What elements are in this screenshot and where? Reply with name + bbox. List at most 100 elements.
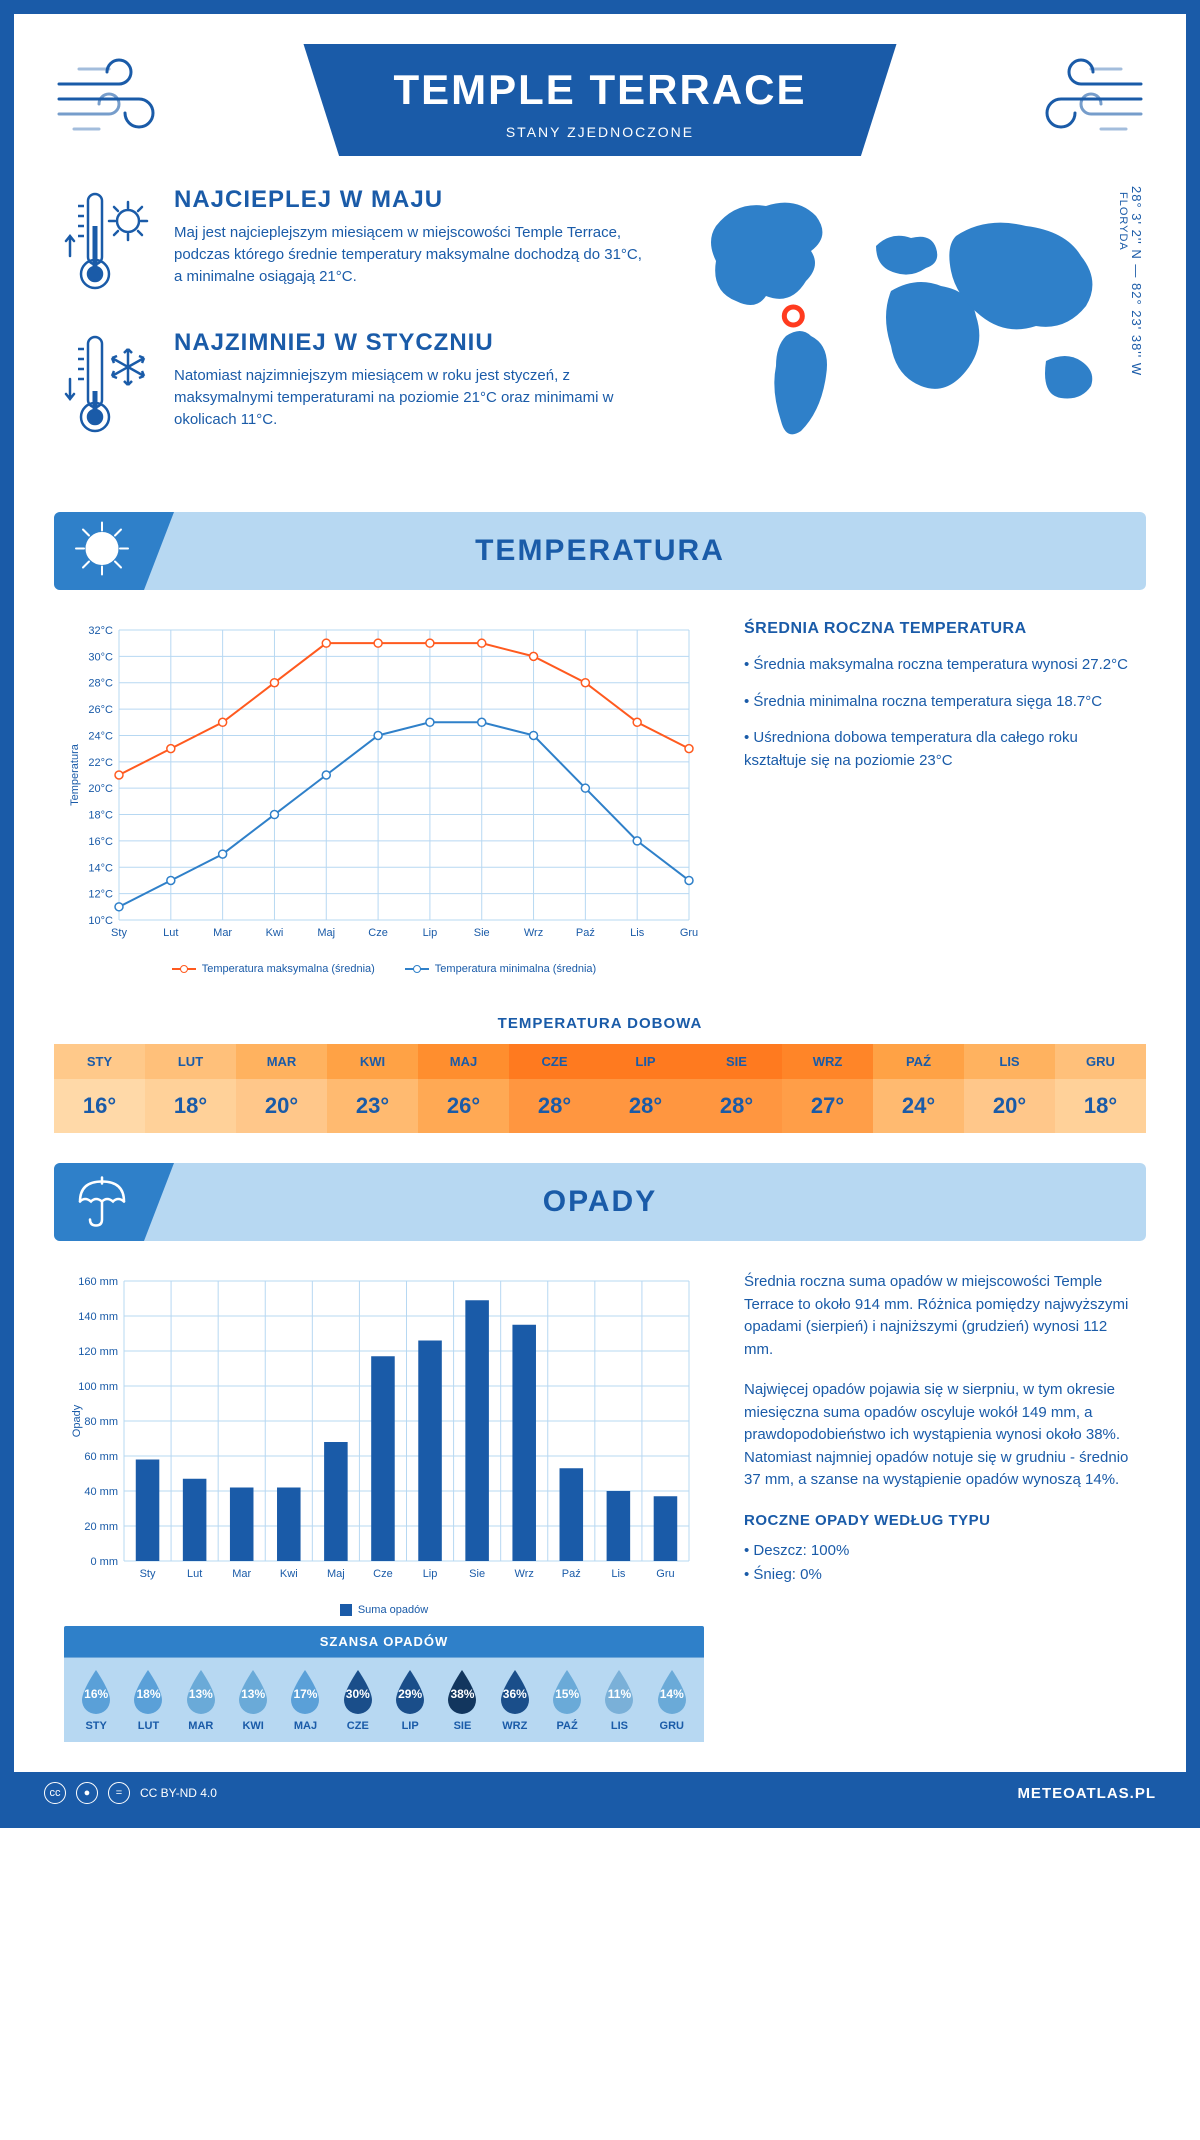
- chance-month: LIS: [593, 1720, 645, 1732]
- daily-col: LIP 28°: [600, 1044, 691, 1133]
- temp-bullet: • Uśredniona dobowa temperatura dla całe…: [744, 727, 1136, 772]
- temp-bullet: • Średnia maksymalna roczna temperatura …: [744, 654, 1136, 677]
- svg-text:80 mm: 80 mm: [84, 1416, 118, 1428]
- svg-text:32°C: 32°C: [88, 625, 113, 637]
- svg-text:12°C: 12°C: [88, 889, 113, 901]
- svg-text:Cze: Cze: [373, 1568, 393, 1580]
- precip-text-2: Najwięcej opadów pojawia się w sierpniu,…: [744, 1379, 1136, 1492]
- daily-col: STY 16°: [54, 1044, 145, 1133]
- daily-col: WRZ 27°: [782, 1044, 873, 1133]
- precip-type: • Śnieg: 0%: [744, 1563, 1136, 1587]
- drop-icon: 29%: [390, 1668, 430, 1716]
- daily-value: 28°: [691, 1079, 782, 1133]
- wind-icon-left: [54, 44, 194, 144]
- svg-text:Gru: Gru: [680, 927, 698, 939]
- chance-value: 16%: [84, 1687, 108, 1701]
- daily-value: 26°: [418, 1079, 509, 1133]
- temperature-title: TEMPERATURA: [54, 534, 1146, 568]
- chance-cell: 18% LUT: [122, 1668, 174, 1732]
- svg-text:60 mm: 60 mm: [84, 1451, 118, 1463]
- chance-cell: 29% LIP: [384, 1668, 436, 1732]
- drop-icon: 30%: [338, 1668, 378, 1716]
- precip-legend-label: Suma opadów: [358, 1604, 428, 1616]
- daily-month: MAR: [236, 1044, 327, 1079]
- coordinates: 28° 3' 2'' N — 82° 23' 38'' W FLORYDA: [1117, 186, 1144, 376]
- chance-month: MAJ: [279, 1720, 331, 1732]
- daily-col: KWI 23°: [327, 1044, 418, 1133]
- svg-text:20°C: 20°C: [88, 783, 113, 795]
- hottest-heading: NAJCIEPLEJ W MAJU: [174, 186, 646, 214]
- chance-value: 18%: [136, 1687, 160, 1701]
- chance-value: 38%: [450, 1687, 474, 1701]
- precip-summary: Średnia roczna suma opadów w miejscowośc…: [744, 1271, 1136, 1742]
- page-subtitle: STANY ZJEDNOCZONE: [393, 124, 806, 140]
- svg-text:Lip: Lip: [423, 1568, 438, 1580]
- daily-col: MAJ 26°: [418, 1044, 509, 1133]
- chance-cell: 38% SIE: [436, 1668, 488, 1732]
- daily-value: 16°: [54, 1079, 145, 1133]
- chance-cell: 30% CZE: [332, 1668, 384, 1732]
- chance-month: CZE: [332, 1720, 384, 1732]
- coldest-fact: NAJZIMNIEJ W STYCZNIU Natomiast najzimni…: [64, 329, 646, 444]
- daily-col: PAŹ 24°: [873, 1044, 964, 1133]
- daily-month: CZE: [509, 1044, 600, 1079]
- daily-month: SIE: [691, 1044, 782, 1079]
- svg-text:Sty: Sty: [111, 927, 127, 939]
- chance-value: 11%: [608, 1687, 631, 1701]
- svg-text:140 mm: 140 mm: [78, 1311, 118, 1323]
- daily-col: LIS 20°: [964, 1044, 1055, 1133]
- drop-icon: 18%: [128, 1668, 168, 1716]
- svg-text:Paź: Paź: [576, 927, 595, 939]
- title-banner: TEMPLE TERRACE STANY ZJEDNOCZONE: [303, 44, 896, 156]
- chance-cell: 11% LIS: [593, 1668, 645, 1732]
- drop-icon: 13%: [233, 1668, 273, 1716]
- daily-value: 18°: [1055, 1079, 1146, 1133]
- svg-text:18°C: 18°C: [88, 810, 113, 822]
- page-title: TEMPLE TERRACE: [393, 66, 806, 114]
- precip-chance-box: SZANSA OPADÓW 16% STY 18% LUT 13% MAR 13…: [64, 1626, 704, 1742]
- daily-month: LUT: [145, 1044, 236, 1079]
- chance-cell: 13% KWI: [227, 1668, 279, 1732]
- chance-month: GRU: [646, 1720, 698, 1732]
- thermometer-cold-icon: [64, 329, 154, 444]
- precip-bar-chart: 0 mm20 mm40 mm60 mm80 mm100 mm120 mm140 …: [64, 1271, 704, 1742]
- precip-type: • Deszcz: 100%: [744, 1539, 1136, 1563]
- svg-text:26°C: 26°C: [88, 704, 113, 716]
- chance-cell: 13% MAR: [175, 1668, 227, 1732]
- svg-text:Wrz: Wrz: [515, 1568, 534, 1580]
- by-icon: ●: [76, 1782, 98, 1804]
- svg-text:Sty: Sty: [140, 1568, 156, 1580]
- daily-value: 28°: [509, 1079, 600, 1133]
- daily-month: PAŹ: [873, 1044, 964, 1079]
- temperature-line-chart: 10°C12°C14°C16°C18°C20°C22°C24°C26°C28°C…: [64, 620, 704, 975]
- region-text: FLORYDA: [1117, 192, 1129, 376]
- daily-month: KWI: [327, 1044, 418, 1079]
- hottest-fact: NAJCIEPLEJ W MAJU Maj jest najcieplejszy…: [64, 186, 646, 301]
- site-name: METEOATLAS.PL: [1017, 1785, 1156, 1802]
- svg-text:Lis: Lis: [611, 1568, 626, 1580]
- svg-text:Kwi: Kwi: [266, 927, 284, 939]
- nd-icon: =: [108, 1782, 130, 1804]
- daily-month: WRZ: [782, 1044, 873, 1079]
- license: cc ● = CC BY-ND 4.0: [44, 1782, 217, 1804]
- svg-text:28°C: 28°C: [88, 678, 113, 690]
- chance-cell: 14% GRU: [646, 1668, 698, 1732]
- svg-text:20 mm: 20 mm: [84, 1521, 118, 1533]
- license-text: CC BY-ND 4.0: [140, 1786, 217, 1800]
- svg-text:Maj: Maj: [327, 1568, 345, 1580]
- svg-text:14°C: 14°C: [88, 862, 113, 874]
- svg-text:160 mm: 160 mm: [78, 1276, 118, 1288]
- svg-text:24°C: 24°C: [88, 730, 113, 742]
- chance-value: 29%: [398, 1687, 422, 1701]
- svg-text:Lut: Lut: [187, 1568, 202, 1580]
- temp-summary-heading: ŚREDNIA ROCZNA TEMPERATURA: [744, 620, 1136, 638]
- precip-title: OPADY: [54, 1185, 1146, 1219]
- drop-icon: 11%: [599, 1668, 639, 1716]
- daily-temp-table: STY 16°LUT 18°MAR 20°KWI 23°MAJ 26°CZE 2…: [54, 1044, 1146, 1133]
- temperature-section-header: TEMPERATURA: [54, 512, 1146, 590]
- chance-value: 17%: [293, 1687, 317, 1701]
- chance-value: 14%: [660, 1687, 684, 1701]
- chance-month: WRZ: [489, 1720, 541, 1732]
- svg-text:Maj: Maj: [317, 927, 335, 939]
- svg-text:100 mm: 100 mm: [78, 1381, 118, 1393]
